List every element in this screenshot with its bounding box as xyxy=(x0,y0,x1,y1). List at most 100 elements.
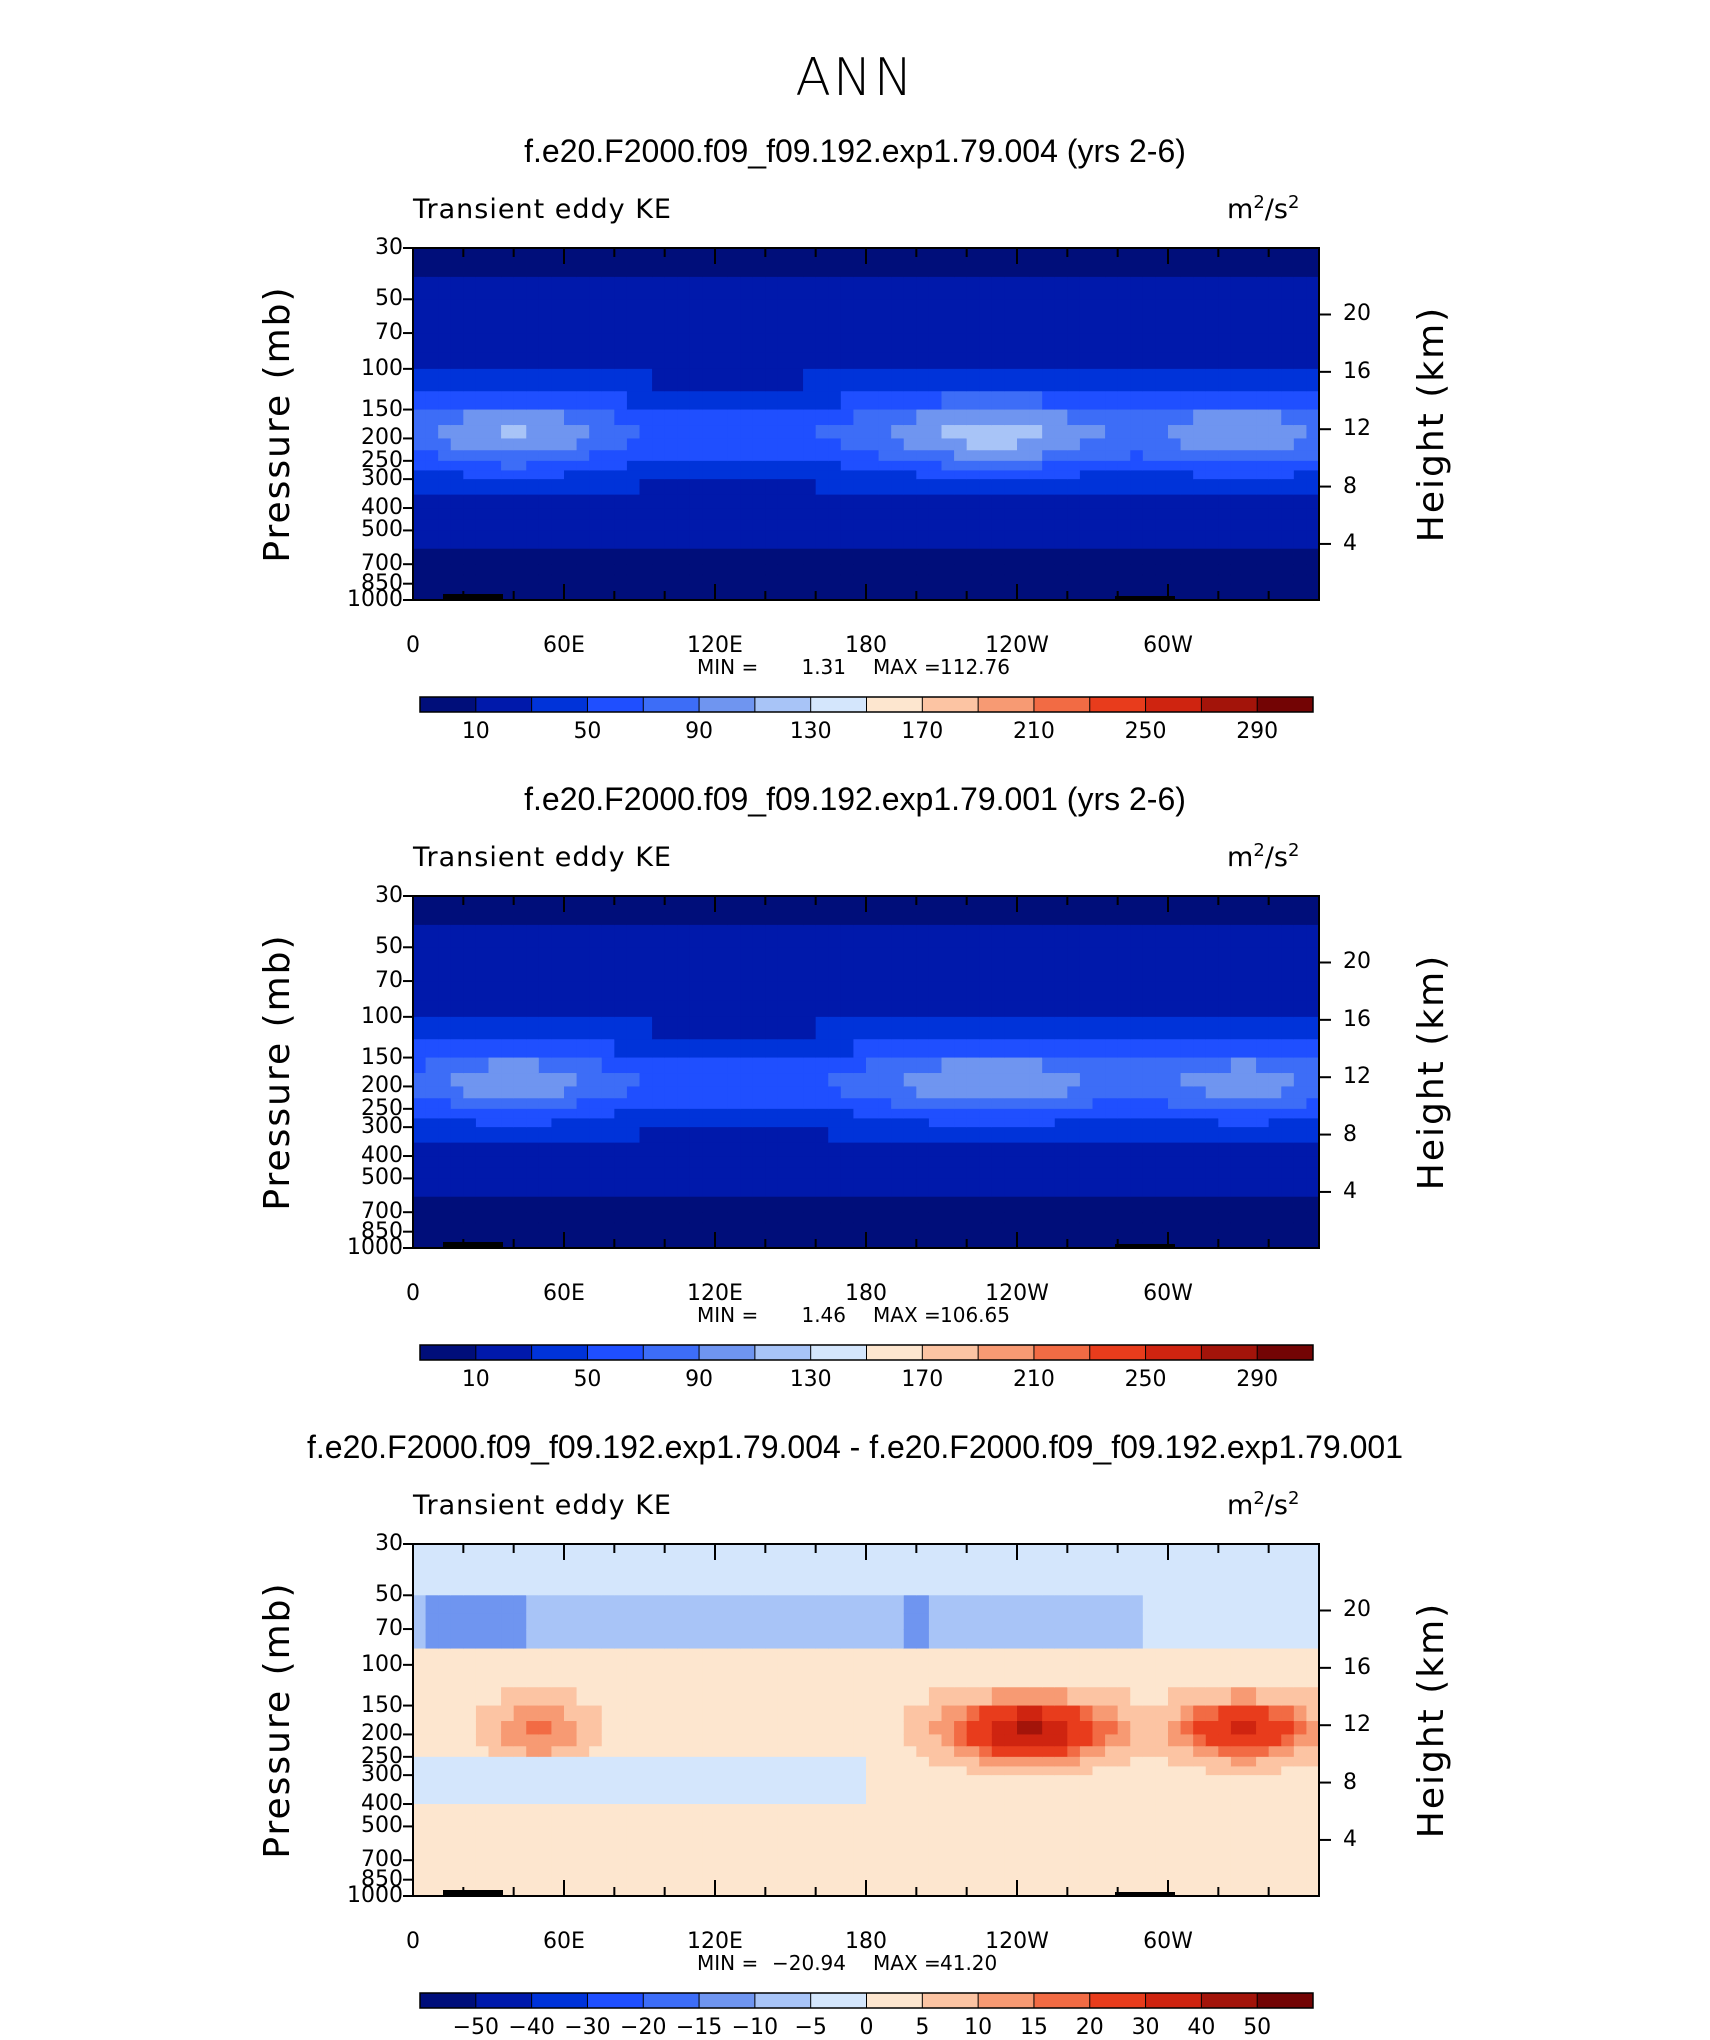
heatmap-cell xyxy=(1306,479,1319,495)
heatmap-cell xyxy=(1168,1017,1181,1040)
heatmap-cell xyxy=(627,1118,640,1127)
heatmap-cell xyxy=(476,410,489,426)
heatmap-cell xyxy=(828,1766,841,1775)
heatmap-cell xyxy=(426,1766,439,1775)
heatmap-cell xyxy=(753,1544,766,1573)
heatmap-cell xyxy=(1193,1039,1206,1058)
heatmap-cell xyxy=(589,1687,602,1706)
heatmap-cell xyxy=(1206,277,1219,300)
heatmap-cell xyxy=(551,1573,564,1596)
heatmap-cell xyxy=(728,1573,741,1596)
heatmap-cell xyxy=(514,1734,527,1746)
heatmap-cell xyxy=(438,1001,451,1018)
heatmap-cell xyxy=(1206,438,1219,450)
heatmap-cell xyxy=(879,425,892,439)
heatmap-cell xyxy=(715,508,728,520)
heatmap-cell xyxy=(791,1706,804,1722)
heatmap-cell xyxy=(539,1178,552,1197)
heatmap-cell xyxy=(916,1039,929,1058)
heatmap-cell xyxy=(1193,369,1206,392)
heatmap-cell xyxy=(765,1086,778,1098)
heatmap-cell xyxy=(979,1791,992,1805)
heatmap-cell xyxy=(1030,410,1043,426)
heatmap-cell xyxy=(463,925,476,948)
heatmap-cell xyxy=(652,1860,665,1871)
heatmap-cell xyxy=(690,584,703,593)
heatmap-cell xyxy=(1093,1826,1106,1845)
heatmap-cell xyxy=(841,1143,854,1157)
heatmap-cell xyxy=(551,925,564,948)
heatmap-cell xyxy=(614,277,627,300)
heatmap-cell xyxy=(816,438,829,450)
heatmap-cell xyxy=(514,1826,527,1845)
heatmap-cell xyxy=(791,1058,804,1074)
heatmap-cell xyxy=(652,1156,665,1168)
heatmap-cell xyxy=(1130,333,1143,353)
heatmap-cell xyxy=(652,1629,665,1649)
heatmap-cell xyxy=(816,1880,829,1889)
heatmap-cell xyxy=(715,1017,728,1040)
heatmap-cell xyxy=(589,520,602,531)
heatmap-cell xyxy=(728,1222,741,1232)
heatmap-cell xyxy=(1143,508,1156,520)
heatmap-cell xyxy=(476,438,489,450)
heatmap-cell xyxy=(891,369,904,392)
heatmap-cell xyxy=(828,1178,841,1197)
heatmap-cell xyxy=(791,1073,804,1087)
heatmap-cell xyxy=(879,333,892,353)
heatmap-cell xyxy=(1168,574,1181,584)
heatmap-cell xyxy=(589,947,602,966)
heatmap-cell xyxy=(690,248,703,277)
heatmap-cell xyxy=(1030,1665,1043,1688)
heatmap-cell xyxy=(1042,495,1055,509)
heatmap-cell xyxy=(992,1212,1005,1223)
heatmap-cell xyxy=(803,1870,816,1880)
heatmap-cell xyxy=(1231,1109,1244,1119)
heatmap-cell xyxy=(891,1804,904,1816)
heatmap-cell xyxy=(426,896,439,925)
heatmap-cell xyxy=(602,549,615,565)
heatmap-cell xyxy=(929,1746,942,1757)
heatmap-cell xyxy=(1004,896,1017,925)
heatmap-cell xyxy=(702,1178,715,1197)
heatmap-cell xyxy=(476,277,489,300)
heatmap-cell xyxy=(1055,549,1068,565)
heatmap-cell xyxy=(904,1665,917,1688)
heatmap-cell xyxy=(929,1118,942,1127)
heatmap-cell xyxy=(1055,1860,1068,1871)
heatmap-cell xyxy=(1206,1222,1219,1232)
heatmap-cell xyxy=(413,353,426,370)
heatmap-cell xyxy=(1080,1687,1093,1706)
heatmap-cell xyxy=(791,1086,804,1098)
heatmap-cell xyxy=(451,1721,464,1735)
heatmap-cell xyxy=(778,248,791,277)
heatmap-cell xyxy=(1256,333,1269,353)
heatmap-cell xyxy=(740,1791,753,1805)
heatmap-cell xyxy=(1130,1017,1143,1040)
heatmap-cell xyxy=(665,248,678,277)
heatmap-cell xyxy=(765,1017,778,1040)
heatmap-cell xyxy=(1168,1232,1181,1241)
heatmap-cell xyxy=(1118,1168,1131,1179)
heatmap-cell xyxy=(476,1222,489,1232)
heatmap-cell xyxy=(1004,574,1017,584)
heatmap-cell xyxy=(954,1017,967,1040)
heatmap-cell xyxy=(967,508,980,520)
heatmap-cell xyxy=(979,1197,992,1213)
heatmap-cell xyxy=(791,1232,804,1241)
heatmap-cell xyxy=(1042,410,1055,426)
heatmap-cell xyxy=(929,1017,942,1040)
heatmap-cell xyxy=(853,1826,866,1845)
heatmap-cell xyxy=(942,1649,955,1666)
heatmap-cell xyxy=(1294,925,1307,948)
heatmap-cell xyxy=(1055,1017,1068,1040)
heatmap-cell xyxy=(702,584,715,593)
heatmap-cell xyxy=(1244,1197,1257,1213)
heatmap-cell xyxy=(967,1629,980,1649)
heatmap-cell xyxy=(816,450,829,461)
heatmap-cell xyxy=(589,425,602,439)
heatmap-cell xyxy=(1105,947,1118,966)
heatmap-cell xyxy=(1030,1573,1043,1596)
heatmap-cell xyxy=(551,1816,564,1827)
heatmap-cell xyxy=(665,1826,678,1845)
